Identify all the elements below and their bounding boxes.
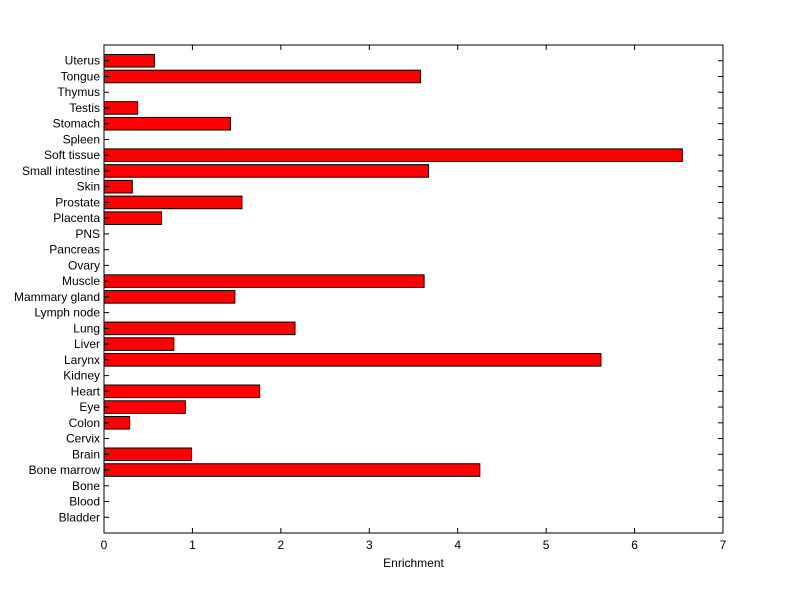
bar bbox=[103, 101, 139, 115]
y-tick-label: Bladder bbox=[59, 510, 100, 524]
bar bbox=[103, 463, 481, 477]
bar bbox=[103, 337, 175, 351]
y-tick-label: Kidney bbox=[63, 369, 100, 383]
x-tick-label: 0 bbox=[101, 538, 108, 552]
bar bbox=[103, 148, 683, 162]
y-tick-label: Mammary gland bbox=[14, 290, 100, 304]
bar bbox=[103, 164, 430, 178]
y-tick-label: Small intestine bbox=[22, 164, 100, 178]
bar bbox=[103, 384, 261, 399]
bar bbox=[103, 447, 193, 462]
y-tick-label: Spleen bbox=[63, 132, 100, 146]
y-tick-label: Bone marrow bbox=[29, 463, 101, 477]
bar bbox=[103, 53, 155, 68]
bars-group bbox=[103, 53, 683, 477]
bar bbox=[103, 116, 231, 131]
y-tick-label: Placenta bbox=[53, 211, 100, 225]
plot-frame bbox=[103, 44, 724, 534]
x-axis-label: Enrichment bbox=[383, 556, 444, 570]
x-tick-label: 4 bbox=[454, 538, 461, 552]
y-tick-label: Liver bbox=[74, 337, 100, 351]
bar bbox=[103, 400, 186, 414]
x-axis: 0 1 2 3 4 5 6 7 bbox=[101, 45, 727, 552]
y-tick-label: Ovary bbox=[68, 258, 100, 272]
bar bbox=[103, 274, 425, 288]
bar bbox=[103, 195, 243, 210]
y-tick-label: Heart bbox=[71, 384, 101, 398]
y-tick-label: Blood bbox=[69, 495, 100, 509]
y-tick-label: Pancreas bbox=[49, 243, 100, 257]
y-tick-label: Larynx bbox=[64, 353, 100, 367]
y-tick-label: PNS bbox=[75, 227, 100, 241]
bar bbox=[103, 321, 296, 336]
bar bbox=[103, 211, 162, 225]
x-tick-label: 2 bbox=[278, 538, 285, 552]
x-tick-label: 5 bbox=[543, 538, 550, 552]
y-tick-label: Eye bbox=[79, 400, 100, 414]
y-tick-label: Soft tissue bbox=[44, 148, 100, 162]
x-tick-label: 6 bbox=[631, 538, 638, 552]
y-tick-label: Lymph node bbox=[34, 306, 100, 320]
y-tick-label: Lung bbox=[73, 321, 100, 335]
x-tick-label: 1 bbox=[189, 538, 196, 552]
bar bbox=[103, 290, 236, 304]
y-tick-label: Testis bbox=[69, 101, 100, 115]
y-tick-label: Bone bbox=[72, 479, 100, 493]
y-tick-label: Prostate bbox=[55, 195, 100, 209]
bar bbox=[103, 353, 602, 367]
y-tick-label: Colon bbox=[69, 416, 100, 430]
y-tick-label: Tongue bbox=[61, 69, 101, 83]
y-tick-label: Thymus bbox=[57, 85, 100, 99]
y-tick-label: Brain bbox=[72, 447, 100, 461]
y-tick-label: Cervix bbox=[66, 432, 100, 446]
y-tick-label: Uterus bbox=[65, 54, 100, 68]
bar bbox=[103, 69, 422, 84]
y-tick-label: Stomach bbox=[53, 117, 100, 131]
y-tick-label: Muscle bbox=[62, 274, 100, 288]
y-tick-label: Skin bbox=[77, 180, 100, 194]
x-tick-label: 7 bbox=[720, 538, 727, 552]
x-tick-label: 3 bbox=[366, 538, 373, 552]
